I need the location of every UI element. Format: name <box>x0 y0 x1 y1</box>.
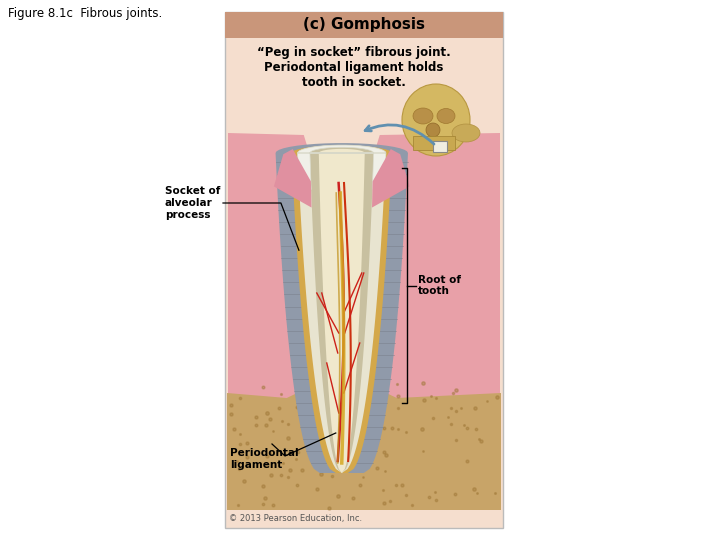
Bar <box>225 12 503 38</box>
Text: © 2013 Pearson Education, Inc.: © 2013 Pearson Education, Inc. <box>229 514 362 523</box>
Polygon shape <box>292 145 392 473</box>
Text: Root of
tooth: Root of tooth <box>418 275 461 296</box>
Text: (c) Gomphosis: (c) Gomphosis <box>303 17 425 32</box>
Text: “Peg in socket” fibrous joint.
Periodontal ligament holds
tooth in socket.: “Peg in socket” fibrous joint. Periodont… <box>257 46 451 89</box>
Text: Periodontal
ligament: Periodontal ligament <box>230 448 299 470</box>
Bar <box>413 136 455 150</box>
Polygon shape <box>297 145 386 473</box>
Polygon shape <box>372 149 410 207</box>
Polygon shape <box>297 145 386 190</box>
Ellipse shape <box>413 108 433 124</box>
Polygon shape <box>310 147 374 473</box>
Polygon shape <box>361 133 500 510</box>
Text: Figure 8.1c  Fibrous joints.: Figure 8.1c Fibrous joints. <box>8 7 162 20</box>
Ellipse shape <box>452 124 480 142</box>
Ellipse shape <box>426 123 440 137</box>
Polygon shape <box>276 143 408 473</box>
Ellipse shape <box>437 109 455 124</box>
Polygon shape <box>319 149 365 473</box>
Bar <box>225 12 503 528</box>
Polygon shape <box>274 149 312 207</box>
Polygon shape <box>228 133 322 510</box>
Text: Socket of
alveolar
process: Socket of alveolar process <box>165 186 220 220</box>
Bar <box>433 141 447 152</box>
Polygon shape <box>227 386 501 510</box>
Ellipse shape <box>402 84 470 156</box>
